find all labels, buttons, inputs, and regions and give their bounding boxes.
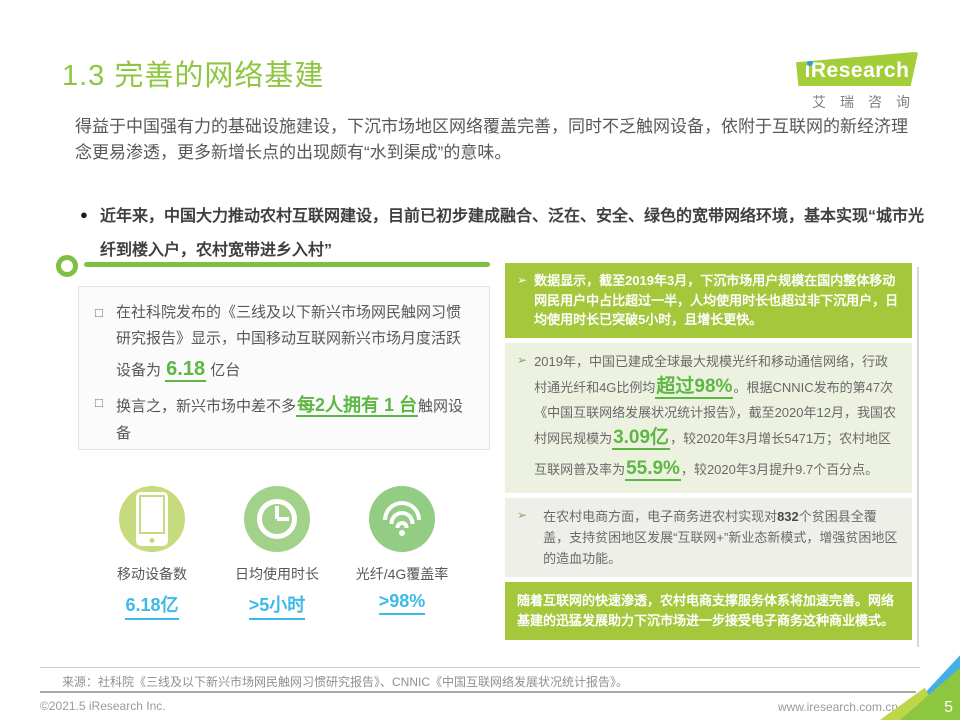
info-item-1: □ 在社科院发布的《三线及以下新兴市场网民触网习惯研究报告》显示，中国移动互联网… xyxy=(95,300,475,386)
text-segment: 在农村电商方面，电子商务进农村实现对 xyxy=(543,508,778,524)
text-segment: 。根据CNNIC发布的第47次《中国互联网络发展状况统计报告》，截至2020年1… xyxy=(534,379,896,447)
square-bullet-icon: □ xyxy=(95,394,103,410)
divider-line xyxy=(84,262,490,267)
detail-block-ecommerce: ➢ 在农村电商方面，电子商务进农村实现对832个贫困县全覆盖，支持贫困地区发展“… xyxy=(505,497,912,578)
info-item-2: □ 换言之，新兴市场中差不多每2人拥有 1 台触网设备 xyxy=(95,390,475,447)
text-segment: 个贫困县全覆盖，支持贫困地区发展“互联网+”新业态新模式，增强贫困地区的造血功能… xyxy=(543,508,898,566)
stat-circle xyxy=(369,486,435,552)
intro-paragraph: 得益于中国强有力的基础设施建设，下沉市场地区网络覆盖完善，同时不乏触网设备，依附… xyxy=(75,117,908,162)
website-url: www.iresearch.com.cn xyxy=(777,700,898,714)
corner-decoration: 5 xyxy=(880,630,960,720)
stat-coverage: 光纤/4G覆盖率 >98% xyxy=(339,486,465,615)
bullet-dot-icon: ● xyxy=(80,207,88,222)
arrow-bullet-icon: ➢ xyxy=(517,352,528,367)
arrow-bullet-icon: ➢ xyxy=(517,273,528,287)
right-panel: ➢ 数据显示，截至2019年3月，下沉市场用户规模在国内整体移动网民用户中占比超… xyxy=(505,263,919,648)
clock-icon xyxy=(257,499,297,539)
wifi-icon xyxy=(382,501,422,537)
square-bullet-icon: □ xyxy=(95,305,103,320)
left-info-box: □ 在社科院发布的《三线及以下新兴市场网民触网习惯研究报告》显示，中国移动互联网… xyxy=(78,286,490,450)
highlight-block-users-text: 数据显示，截至2019年3月，下沉市场用户规模在国内整体移动网民用户中占比超过一… xyxy=(534,273,899,327)
stat-circle xyxy=(119,486,185,552)
arrow-bullet-icon: ➢ xyxy=(517,507,528,522)
stat-circle xyxy=(244,486,310,552)
detail-block-network: ➢ 2019年，中国已建成全球最大规模光纤和移动通信网络，行政村通光纤和4G比例… xyxy=(505,342,912,493)
stat-value: >98% xyxy=(378,591,426,615)
rural-netizens-highlight: 3.09亿 xyxy=(612,427,671,451)
stat-label: 移动设备数 xyxy=(117,566,187,582)
stat-mobile-devices: 移动设备数 6.18亿 xyxy=(89,486,215,620)
source-note: 来源：社科院《三线及以下新兴市场网民触网习惯研究报告》、CNNIC《中国互联网络… xyxy=(62,675,629,689)
logo-text: ıResearch xyxy=(804,59,910,82)
stat-value: >5小时 xyxy=(248,591,306,620)
stat-value: 6.18亿 xyxy=(125,591,179,620)
page-number: 5 xyxy=(944,699,953,716)
mobile-phone-icon xyxy=(136,492,168,546)
logo-caption: 艾瑞咨询 xyxy=(812,94,924,110)
divider-circle-icon xyxy=(56,255,78,277)
detail-block-ecommerce-text: 在农村电商方面，电子商务进农村实现对832个贫困县全覆盖，支持贫困地区发展“互联… xyxy=(543,506,900,569)
info-item-1-suffix: 亿台 xyxy=(206,361,241,379)
devices-count-highlight: 6.18 xyxy=(165,357,207,382)
per-capita-highlight: 每2人拥有 1 台 xyxy=(296,394,419,417)
page-title: 1.3 完善的网络基建 xyxy=(62,60,325,92)
footer-divider-top xyxy=(40,667,920,668)
text-segment: ，较2020年3月增长5471万；农村地区互联网普及率为 xyxy=(534,431,892,478)
stat-daily-usage: 日均使用时长 >5小时 xyxy=(214,486,340,620)
stat-label: 光纤/4G覆盖率 xyxy=(355,566,449,582)
iresearch-logo: ıResearch 艾瑞咨询 xyxy=(782,46,932,110)
keypoint-bullet: ● 近年来，中国大力推动农村互联网建设，目前已初步建成融合、泛在、安全、绿色的宽… xyxy=(80,200,938,267)
counties-832-highlight: 832 xyxy=(777,508,799,524)
logo-i-dot-icon xyxy=(807,60,813,66)
conclusion-block: 随着互联网的快速渗透，农村电商支撑服务体系将加速完善。网络基建的迅猛发展助力下沉… xyxy=(505,582,912,641)
detail-block-network-text: 2019年，中国已建成全球最大规模光纤和移动通信网络，行政村通光纤和4G比例均超… xyxy=(534,351,900,485)
conclusion-text: 随着互联网的快速渗透，农村电商支撑服务体系将加速完善。网络基建的迅猛发展助力下沉… xyxy=(517,593,895,629)
coverage-98-highlight: 超过98% xyxy=(655,375,734,399)
highlight-block-users: ➢ 数据显示，截至2019年3月，下沉市场用户规模在国内整体移动网民用户中占比超… xyxy=(505,263,912,338)
text-segment: 2019年，中国已建成全球最大规模光纤和移动通信网络，行政村通光纤和4G比例均 xyxy=(534,353,888,395)
stat-label: 日均使用时长 xyxy=(235,566,319,582)
copyright-text: ©2021.5 iResearch Inc. xyxy=(40,699,166,713)
info-item-2-text: 换言之，新兴市场中差不多 xyxy=(116,397,297,415)
info-item-1-text: 在社科院发布的《三线及以下新兴市场网民触网习惯研究报告》显示，中国移动互联网新兴… xyxy=(116,304,462,379)
info-item-2-suffix: 触网设备 xyxy=(116,397,464,442)
penetration-rate-highlight: 55.9% xyxy=(625,458,681,482)
footer-divider-bottom xyxy=(40,691,916,693)
keypoint-text: 近年来，中国大力推动农村互联网建设，目前已初步建成融合、泛在、安全、绿色的宽带网… xyxy=(100,208,925,259)
text-segment: ，较2020年3月提升9.7个百分点。 xyxy=(680,462,879,478)
logo-flag: ıResearch xyxy=(796,52,918,86)
